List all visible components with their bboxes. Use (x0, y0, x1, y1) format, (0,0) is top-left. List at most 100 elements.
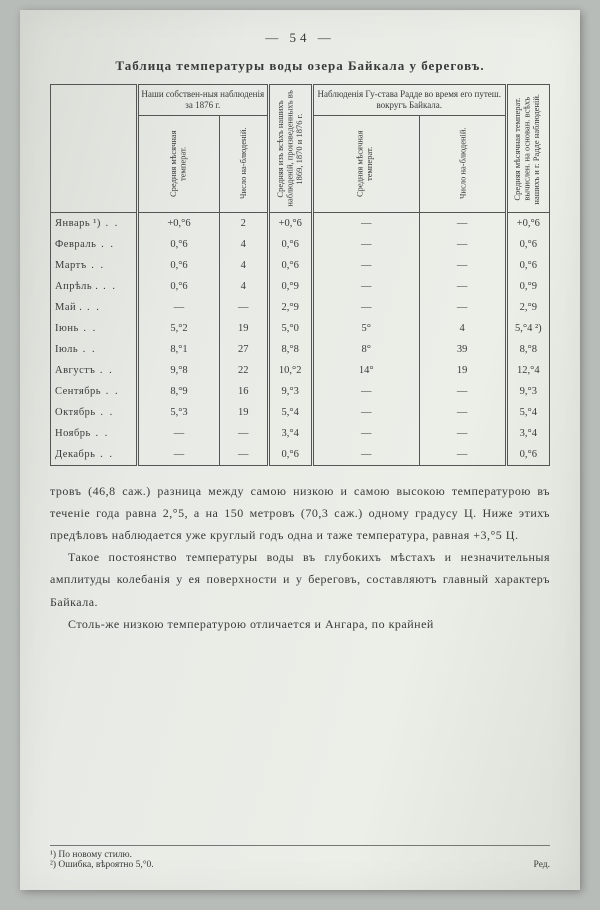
cell: 9,°3 (268, 381, 312, 402)
cell: 2,°9 (268, 297, 312, 318)
paragraph-2: Такое постоянство температуры воды въ гл… (50, 546, 550, 613)
cell: +0,°6 (268, 212, 312, 234)
cell: — (219, 297, 268, 318)
cell: +0,°6 (138, 212, 220, 234)
cell: 19 (219, 402, 268, 423)
editor-mark: Ред. (534, 860, 550, 870)
cell: — (138, 423, 220, 444)
cell: — (312, 297, 419, 318)
cell: — (219, 444, 268, 466)
cell: 16 (219, 381, 268, 402)
cell: 5,°4 (268, 402, 312, 423)
header-group1: Наши собствен-ныя наблюденія за 1876 г. (138, 85, 269, 116)
cell: — (312, 234, 419, 255)
cell: — (312, 444, 419, 466)
header-g3a: Средняя мѣсячная температ. (312, 115, 419, 212)
month-cell: Мартъ (51, 255, 138, 276)
table-row: Мартъ0,°640,°6——0,°6 (51, 255, 550, 276)
table-title: Таблица температуры воды озера Байкала у… (50, 58, 550, 74)
cell: 22 (219, 360, 268, 381)
cell: — (419, 234, 506, 255)
cell: — (312, 402, 419, 423)
footnote-2: ²) Ошибка, вѣроятно 5,°0. Ред. (50, 860, 550, 870)
table-row: Декабрь——0,°6——0,°6 (51, 444, 550, 466)
cell: — (419, 276, 506, 297)
cell: 8° (312, 339, 419, 360)
cell: 8,°1 (138, 339, 220, 360)
month-cell: Сентябрь (51, 381, 138, 402)
cell: — (419, 402, 506, 423)
cell: 3,°4 (506, 423, 549, 444)
cell: 5,°4 ²) (506, 318, 549, 339)
cell: 39 (419, 339, 506, 360)
cell: 0,°6 (506, 255, 549, 276)
cell: 4 (219, 276, 268, 297)
cell: 0,°6 (506, 234, 549, 255)
cell: 10,°2 (268, 360, 312, 381)
table-row: Сентябрь8,°9169,°3——9,°3 (51, 381, 550, 402)
cell: — (312, 212, 419, 234)
cell: 0,°6 (268, 444, 312, 466)
month-cell: Іюнь (51, 318, 138, 339)
cell: 0,°6 (138, 234, 220, 255)
cell: 3,°4 (268, 423, 312, 444)
table-row: Октябрь5,°3195,°4——5,°4 (51, 402, 550, 423)
table-row: Апрѣль .0,°640,°9——0,°9 (51, 276, 550, 297)
header-g1a: Средняя мѣсячная температ. (138, 115, 220, 212)
cell: — (312, 255, 419, 276)
temperature-table: Наши собствен-ныя наблюденія за 1876 г. … (50, 84, 550, 466)
cell: 0,°6 (268, 255, 312, 276)
header-g1b: Число на-блюденій. (219, 115, 268, 212)
cell: 2 (219, 212, 268, 234)
month-cell: Декабрь (51, 444, 138, 466)
table-row: Іюнь5,°2195,°05°45,°4 ²) (51, 318, 550, 339)
header-col2: Средняя изъ всѣхъ нашихъ наблюденій, про… (268, 85, 312, 213)
header-blank (51, 85, 138, 213)
cell: 4 (419, 318, 506, 339)
cell: 2,°9 (506, 297, 549, 318)
cell: 9,°8 (138, 360, 220, 381)
cell: 8,°8 (506, 339, 549, 360)
cell: — (312, 381, 419, 402)
table-row: Январь ¹)+0,°62+0,°6——+0,°6 (51, 212, 550, 234)
cell: — (419, 255, 506, 276)
cell: 0,°6 (268, 234, 312, 255)
body-text: тровъ (46,8 саж.) разница между самою ни… (50, 480, 550, 635)
page: — 54 — Таблица температуры воды озера Ба… (20, 10, 580, 890)
cell: — (312, 423, 419, 444)
cell: 5° (312, 318, 419, 339)
cell: — (219, 423, 268, 444)
table-row: Май .——2,°9——2,°9 (51, 297, 550, 318)
cell: 0,°6 (506, 444, 549, 466)
table-row: Августъ9,°82210,°214°1912,°4 (51, 360, 550, 381)
cell: — (419, 297, 506, 318)
paragraph-3: Столь-же низкою температурою отличается … (50, 613, 550, 635)
cell: 4 (219, 234, 268, 255)
cell: 9,°3 (506, 381, 549, 402)
cell: — (419, 423, 506, 444)
footnotes: ¹) По новому стилю. ²) Ошибка, вѣроятно … (50, 845, 550, 870)
month-cell: Іюль (51, 339, 138, 360)
cell: — (419, 444, 506, 466)
footnote-1: ¹) По новому стилю. (50, 850, 550, 860)
month-cell: Январь ¹) (51, 212, 138, 234)
month-cell: Октябрь (51, 402, 138, 423)
cell: — (419, 212, 506, 234)
cell: 0,°6 (138, 276, 220, 297)
cell: +0,°6 (506, 212, 549, 234)
header-group3: Наблюденія Гу-става Радде во время его п… (312, 85, 506, 116)
cell: 0,°6 (138, 255, 220, 276)
table-row: Ноябрь——3,°4——3,°4 (51, 423, 550, 444)
cell: 5,°4 (506, 402, 549, 423)
cell: 8,°8 (268, 339, 312, 360)
month-cell: Май . (51, 297, 138, 318)
cell: 27 (219, 339, 268, 360)
month-cell: Ноябрь (51, 423, 138, 444)
cell: 5,°3 (138, 402, 220, 423)
header-g3b: Число на-блюденій. (419, 115, 506, 212)
cell: 19 (219, 318, 268, 339)
month-cell: Августъ (51, 360, 138, 381)
page-number: — 54 — (50, 30, 550, 46)
cell: 0,°9 (506, 276, 549, 297)
table-row: Іюль8,°1278,°88°398,°8 (51, 339, 550, 360)
